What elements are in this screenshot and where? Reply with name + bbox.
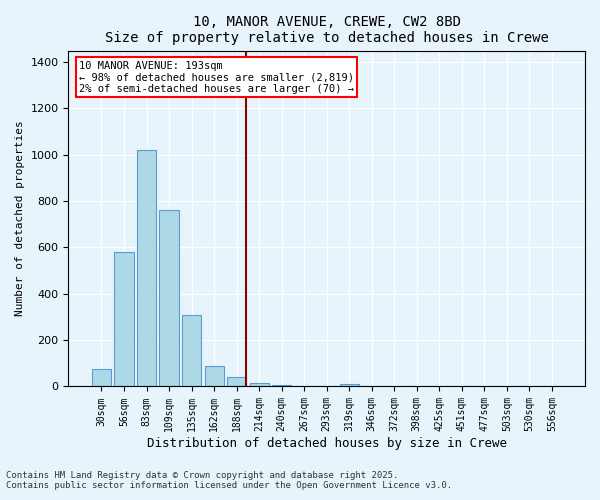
Title: 10, MANOR AVENUE, CREWE, CW2 8BD
Size of property relative to detached houses in: 10, MANOR AVENUE, CREWE, CW2 8BD Size of…: [105, 15, 548, 45]
X-axis label: Distribution of detached houses by size in Crewe: Distribution of detached houses by size …: [147, 437, 507, 450]
Bar: [160, 210, 179, 386]
Bar: [115, 252, 134, 386]
Bar: [340, 384, 359, 386]
Bar: [205, 366, 224, 386]
Text: Contains HM Land Registry data © Crown copyright and database right 2025.
Contai: Contains HM Land Registry data © Crown c…: [6, 470, 452, 490]
Bar: [137, 150, 156, 386]
Bar: [92, 369, 111, 386]
Text: 10 MANOR AVENUE: 193sqm
← 98% of detached houses are smaller (2,819)
2% of semi-: 10 MANOR AVENUE: 193sqm ← 98% of detache…: [79, 60, 354, 94]
Bar: [182, 314, 201, 386]
Bar: [227, 377, 246, 386]
Bar: [250, 383, 269, 386]
Y-axis label: Number of detached properties: Number of detached properties: [15, 120, 25, 316]
